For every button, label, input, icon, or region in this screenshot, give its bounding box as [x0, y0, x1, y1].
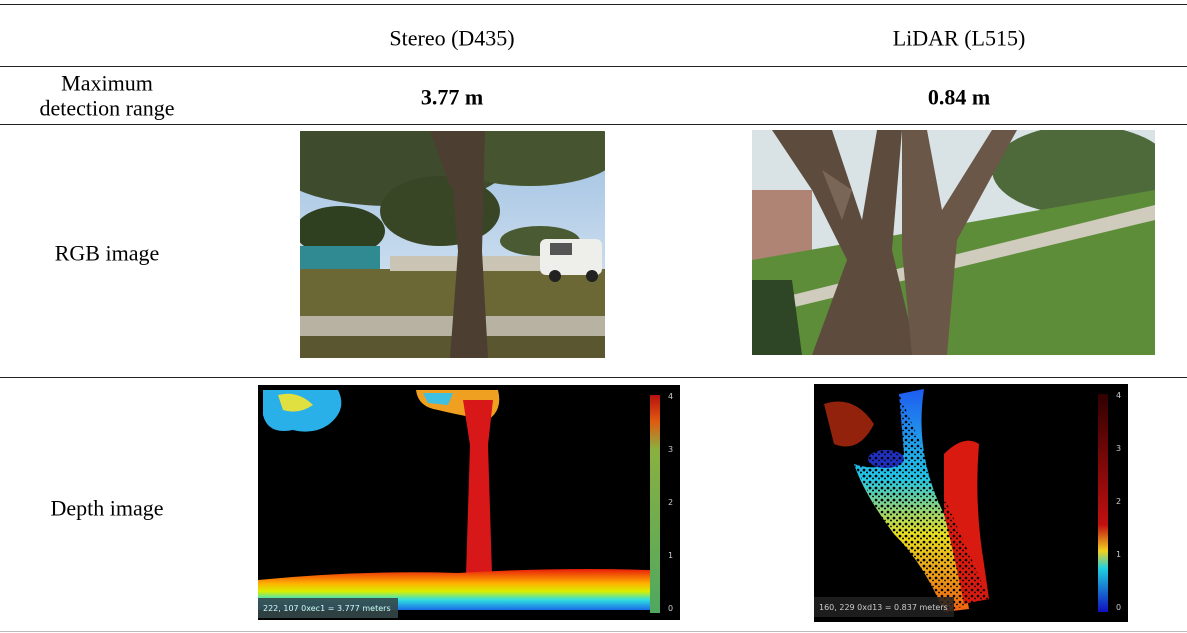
row-label: RGB image	[55, 240, 160, 265]
table-rule	[0, 4, 1187, 5]
depth-readout: 222, 107 0xec1 = 3.777 meters	[263, 604, 391, 613]
colorbar-tick-label: 0	[1116, 603, 1121, 612]
row-label: Maximum detection range	[25, 71, 190, 122]
cell-value: 0.84 m	[928, 84, 990, 109]
rgb-image	[300, 131, 605, 358]
table-rule	[0, 66, 1187, 67]
table-rule	[0, 377, 1187, 378]
colorbar-tick-label: 1	[1116, 550, 1121, 559]
depth-image: 160, 229 0xd13 = 0.837 meters 4 3 2 1 0	[814, 384, 1128, 622]
column-header: LiDAR (L515)	[893, 25, 1026, 50]
table-rule	[0, 124, 1187, 125]
rgb-image	[752, 130, 1155, 355]
colorbar-tick-label: 4	[668, 392, 673, 401]
depth-image: 222, 107 0xec1 = 3.777 meters 4 3 2 1 0	[258, 385, 680, 620]
colorbar-tick-label: 2	[668, 498, 673, 507]
colorbar-tick-label: 4	[1116, 391, 1121, 400]
colorbar-tick-label: 0	[668, 604, 673, 613]
cell-value: 3.77 m	[421, 84, 483, 109]
table-rule	[0, 631, 1187, 632]
column-header: Stereo (D435)	[389, 25, 514, 50]
colorbar-tick-label: 3	[668, 445, 673, 454]
table-page: Stereo (D435) LiDAR (L515) Maximum detec…	[0, 0, 1187, 633]
row-label: Depth image	[50, 495, 163, 520]
depth-readout: 160, 229 0xd13 = 0.837 meters	[819, 603, 948, 612]
colorbar-tick-label: 3	[1116, 444, 1121, 453]
colorbar-tick-label: 1	[668, 551, 673, 560]
colorbar-tick-label: 2	[1116, 497, 1121, 506]
